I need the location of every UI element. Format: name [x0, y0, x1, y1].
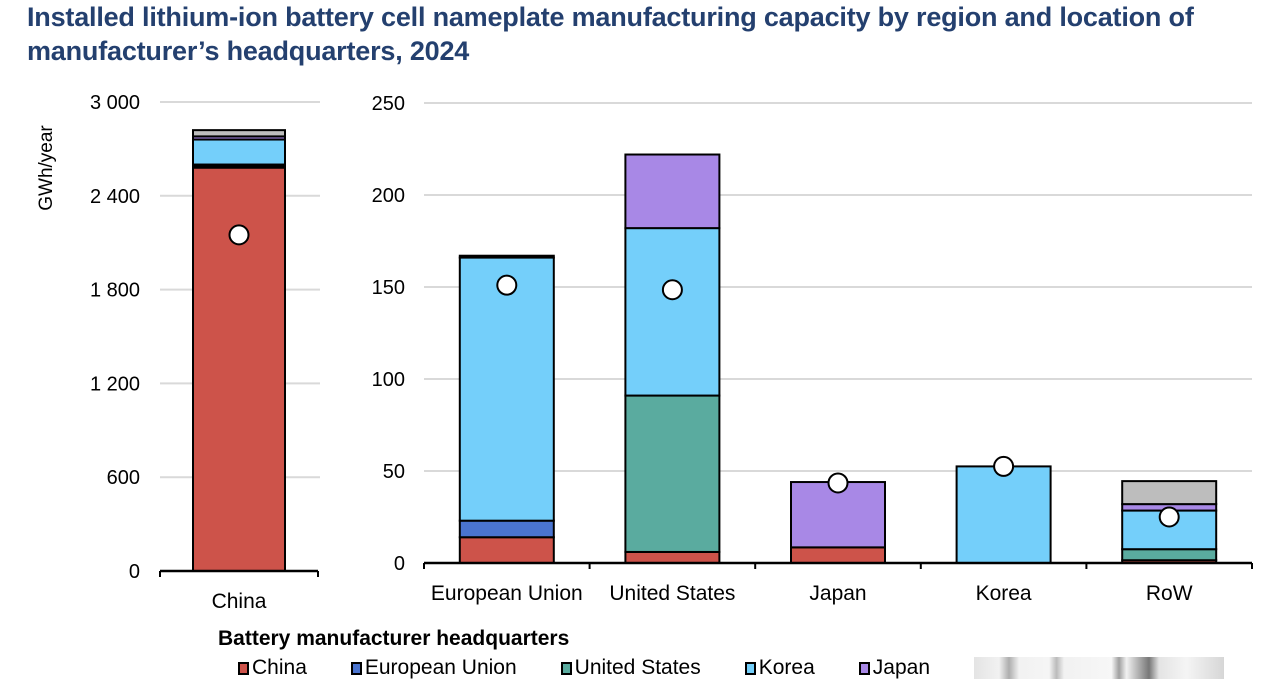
- total-marker-united-states: [661, 279, 683, 301]
- y-tick-label: 2 400: [90, 186, 140, 208]
- total-marker-european-union: [496, 274, 518, 296]
- legend-label-european-union: European Union: [364, 656, 517, 679]
- legend-swatch-china: [238, 661, 249, 675]
- y-tick-label: 100: [372, 369, 405, 391]
- x-tick-label: RoW: [1146, 582, 1193, 605]
- legend-label-korea: Korea: [758, 656, 815, 679]
- legend-swatch-united-states: [560, 661, 572, 675]
- chart-title: Installed lithium-ion battery cell namep…: [27, 2, 1194, 66]
- legend-swatch-european-union: [350, 661, 362, 675]
- legend-label-china: China: [252, 656, 307, 679]
- y-tick-label: 150: [372, 277, 405, 299]
- legend: Battery manufacturer headquarters China …: [218, 626, 1278, 680]
- y-tick-label: 0: [129, 561, 140, 583]
- total-marker-row: [1158, 506, 1180, 528]
- x-tick-label: Korea: [976, 582, 1032, 605]
- bar-segment-china-korea: [192, 138, 286, 166]
- y-tick-label: 50: [383, 461, 405, 483]
- legend-item-japan: Japan: [858, 656, 930, 680]
- y-tick-label: 0: [394, 553, 405, 575]
- bar-segment-korea-korea: [955, 465, 1052, 564]
- x-tick-label: United States: [609, 582, 735, 605]
- panel-by-region: 0 50 100 150 200 250 European Union United Stat…: [372, 93, 1253, 605]
- y-tick-label: 600: [107, 467, 140, 489]
- total-marker-china: [228, 224, 250, 246]
- legend-item-united-states: United States: [560, 656, 701, 680]
- legend-item-korea: Korea: [744, 656, 815, 680]
- total-marker-korea: [993, 455, 1015, 477]
- bar-segment-united-states-japan: [624, 153, 721, 230]
- bar-segment-european-union-korea: [458, 256, 555, 522]
- x-tick-label: China: [212, 590, 267, 613]
- legend-swatch-korea: [744, 661, 756, 675]
- panel-china: 0 600 1 200 1 800 2 400 3 000 China: [90, 92, 320, 613]
- watermark-overlay: [974, 657, 1224, 679]
- legend-item-european-union: European Union: [350, 656, 517, 680]
- y-tick-label: 3 000: [90, 92, 140, 114]
- y-tick-label: 250: [372, 93, 405, 115]
- y-axis-label: GWh/year: [36, 125, 57, 211]
- x-tick-label: Japan: [809, 582, 866, 605]
- bar-segment-united-states-korea: [624, 227, 721, 397]
- bar-segment-united-states-china: [624, 550, 721, 565]
- bar-segment-japan-china: [790, 546, 886, 564]
- y-tick-label: 1 200: [90, 373, 140, 395]
- legend-items: China European Union United States Korea…: [218, 656, 1278, 680]
- x-tick-label: European Union: [431, 582, 583, 605]
- bar-segment-china-other: [192, 129, 286, 138]
- bar-segment-european-union-china: [458, 536, 555, 564]
- bar-segment-european-union-other: [458, 254, 555, 259]
- legend-item-watermark: [974, 657, 1224, 679]
- y-tick-label: 200: [372, 185, 405, 207]
- y-tick-label: 1 800: [90, 280, 140, 302]
- bar-segment-united-states-united-states: [624, 394, 721, 553]
- bar-segment-european-union-european-union: [458, 519, 555, 539]
- legend-item-china: China: [238, 656, 307, 680]
- legend-swatch-japan: [858, 661, 870, 675]
- legend-label-united-states: United States: [574, 656, 701, 679]
- bar-segment-row-other: [1121, 480, 1218, 506]
- bar-segment-row-united-states: [1121, 548, 1218, 562]
- chart-canvas: 0 600 1 200 1 800 2 400 3 000 China 0 50 100 150 2…: [36, 92, 1253, 613]
- total-marker-japan: [827, 472, 849, 494]
- legend-label-japan: Japan: [872, 656, 930, 679]
- legend-title: Battery manufacturer headquarters: [218, 627, 570, 650]
